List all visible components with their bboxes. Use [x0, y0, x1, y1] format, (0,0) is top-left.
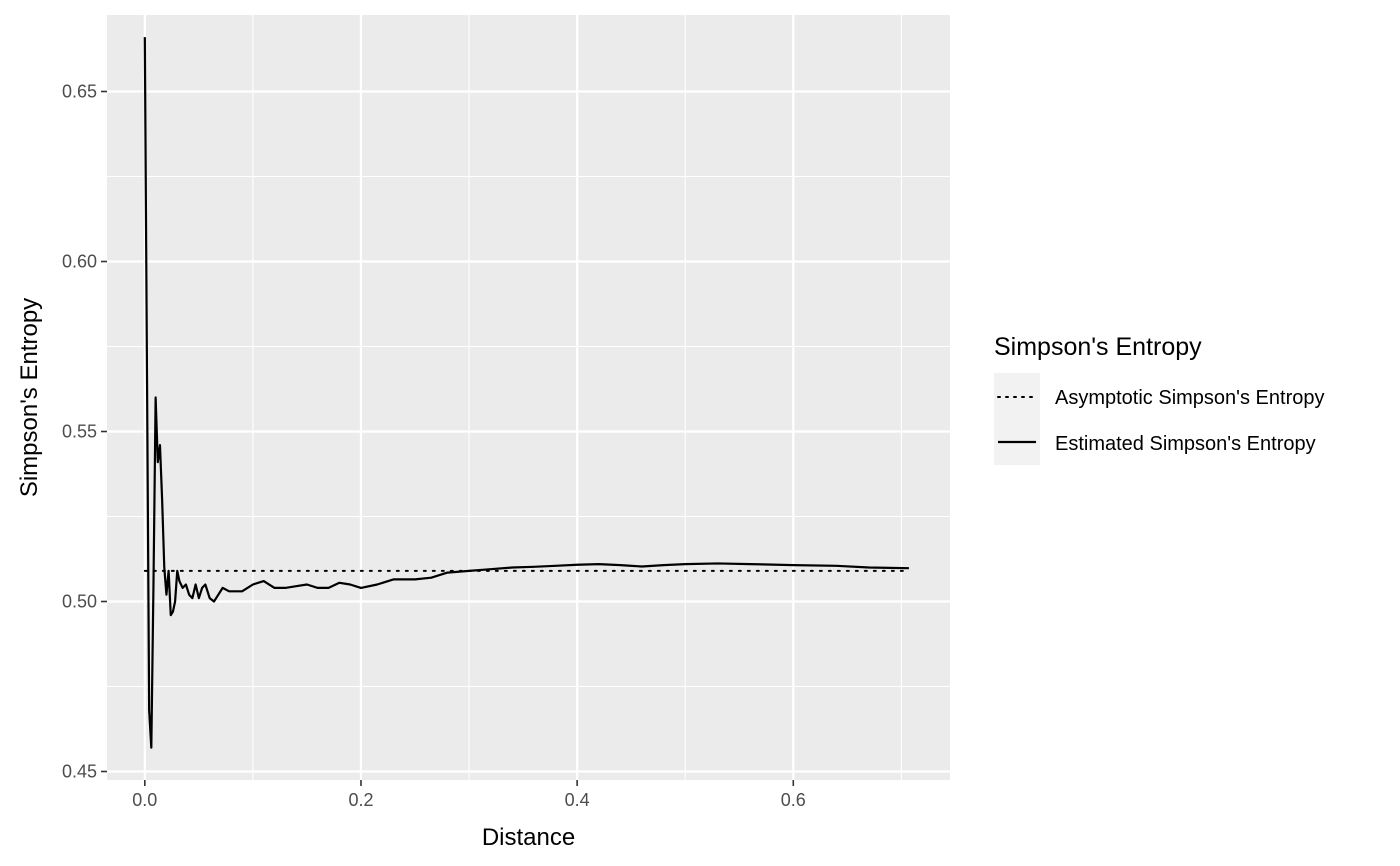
- legend-label-asymptotic: Asymptotic Simpson's Entropy: [1055, 387, 1324, 409]
- x-tick-label: 0.2: [348, 790, 373, 810]
- major-gridlines: [107, 15, 950, 780]
- x-tick-label: 0.6: [781, 790, 806, 810]
- minor-gridlines: [107, 15, 950, 780]
- plot-panel: [107, 15, 950, 780]
- estimated-entropy-line: [143, 37, 909, 749]
- y-axis: 0.45 0.50 0.55 0.60 0.65: [62, 82, 107, 782]
- legend-key-background: [994, 373, 1040, 465]
- x-axis-title: Distance: [482, 824, 575, 851]
- series-layer: [143, 37, 910, 749]
- y-tick-label: 0.65: [62, 82, 97, 102]
- x-tick-label: 0.4: [565, 790, 590, 810]
- x-axis: 0.0 0.2 0.4 0.6: [132, 780, 806, 810]
- y-tick-label: 0.60: [62, 252, 97, 272]
- y-tick-label: 0.45: [62, 762, 97, 782]
- y-tick-label: 0.50: [62, 592, 97, 612]
- legend: Simpson's Entropy Asymptotic Simpson's E…: [994, 333, 1324, 465]
- legend-label-estimated: Estimated Simpson's Entropy: [1055, 433, 1316, 455]
- y-axis-title: Simpson's Entropy: [16, 298, 43, 497]
- y-tick-label: 0.55: [62, 422, 97, 442]
- x-tick-label: 0.0: [132, 790, 157, 810]
- legend-title: Simpson's Entropy: [994, 333, 1202, 361]
